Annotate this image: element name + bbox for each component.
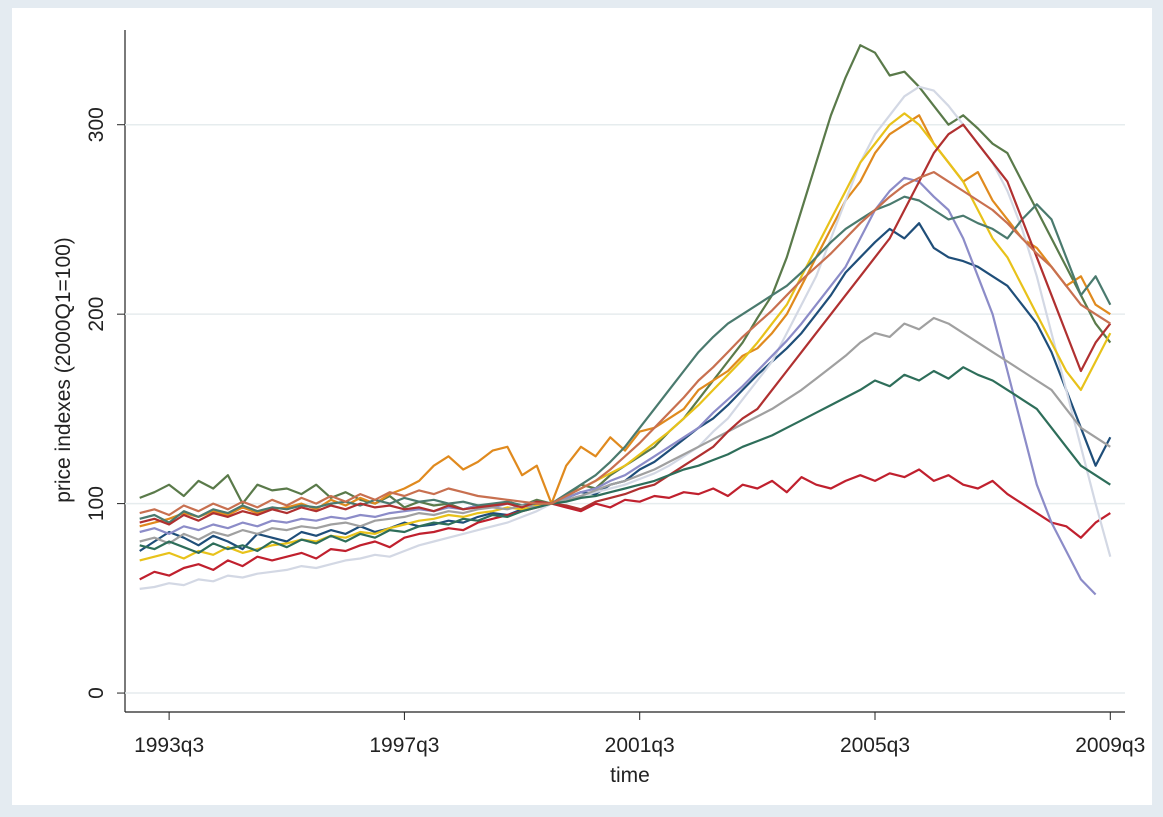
series-line [139, 366, 1111, 554]
y-axis-label: price indexes (2000Q1=100) [52, 237, 75, 503]
series-line [139, 123, 1112, 526]
series-line [139, 85, 1112, 590]
series-line [139, 171, 1111, 517]
plot-background [12, 8, 1152, 805]
series-line [139, 316, 1111, 545]
x-tick-label: 2005q3 [840, 734, 910, 757]
y-tick-label: 200 [85, 297, 108, 332]
series-line [139, 176, 1097, 596]
x-tick-label: 1997q3 [369, 734, 439, 757]
x-tick-label: 2001q3 [605, 734, 675, 757]
x-tick-label: 1993q3 [134, 734, 204, 757]
y-tick-label: 0 [85, 687, 108, 699]
x-axis-label: time [610, 764, 650, 787]
y-tick-label: 100 [85, 486, 108, 521]
x-tick-label: 2009q3 [1075, 734, 1145, 757]
series-line [139, 195, 1112, 524]
series-line [139, 468, 1111, 581]
y-tick-label: 300 [85, 107, 108, 142]
